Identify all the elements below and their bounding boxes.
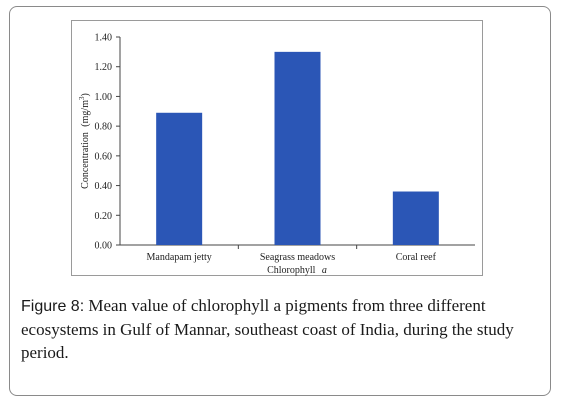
- bar-mandapam-jetty: [156, 112, 203, 246]
- y-axis-label: Concentration (mg/m3): [78, 93, 91, 189]
- y-ticks: 0.00 0.20 0.40 0.60 0.80 1.00 1.20 1.40: [95, 33, 120, 252]
- caption-text: Mean value of chlorophyll a pigments fro…: [21, 296, 514, 362]
- y-tick-label: 0.60: [95, 151, 113, 162]
- figure-caption: Figure 8: Mean value of chlorophyll a pi…: [21, 294, 541, 364]
- y-tick-label: 0.40: [95, 181, 113, 192]
- y-tick-label: 1.20: [95, 62, 113, 73]
- y-tick-label: 0.20: [95, 211, 113, 222]
- x-tick-label: Seagrass meadows: [260, 252, 335, 263]
- caption-label: Figure 8:: [21, 298, 85, 315]
- bars: [156, 51, 439, 246]
- bar-seagrass-meadows: [274, 51, 321, 245]
- x-tick-label: Coral reef: [396, 252, 437, 263]
- y-tick-label: 0.80: [95, 122, 113, 133]
- y-tick-label: 0.00: [95, 241, 113, 252]
- y-axis-label-unit-close: ): [80, 93, 91, 96]
- x-tick-labels: Mandapam jetty Seagrass meadows Coral reef: [147, 245, 437, 263]
- y-axis-label-unit: (mg/m: [80, 100, 91, 127]
- y-axis-label-main: Concentration: [80, 132, 91, 189]
- y-tick-label: 1.00: [95, 92, 113, 103]
- x-axis-label: Chlorophyll a: [267, 265, 327, 276]
- chart-border: [71, 20, 483, 276]
- x-axis-label-italic: a: [322, 265, 327, 276]
- x-axis-label-main: Chlorophyll: [267, 265, 316, 276]
- y-axis-label-unit-sup: 3: [78, 96, 86, 100]
- bar-coral-reef: [392, 191, 439, 245]
- x-tick-label: Mandapam jetty: [147, 252, 212, 263]
- y-tick-label: 1.40: [95, 33, 113, 44]
